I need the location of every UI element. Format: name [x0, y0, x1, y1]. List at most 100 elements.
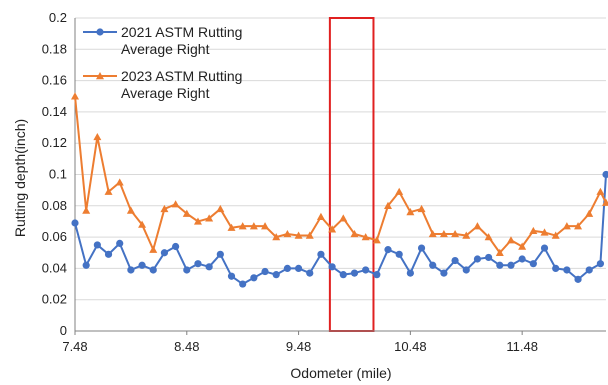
- data-point: [551, 231, 560, 239]
- series-layer: [71, 92, 608, 288]
- data-point: [227, 223, 236, 231]
- data-point: [193, 217, 202, 225]
- data-point: [205, 263, 213, 271]
- data-point: [104, 250, 113, 258]
- y-tick-label: 0.02: [42, 292, 67, 307]
- data-point: [149, 245, 158, 253]
- data-point: [194, 260, 202, 268]
- data-point: [205, 214, 214, 222]
- data-point: [417, 244, 426, 252]
- data-point: [316, 212, 325, 220]
- data-point: [406, 269, 414, 277]
- data-point: [574, 275, 582, 283]
- data-point: [93, 241, 101, 249]
- data-point: [339, 214, 348, 222]
- data-point: [350, 229, 359, 238]
- y-tick-label: 0.16: [42, 73, 67, 88]
- data-point: [529, 260, 537, 268]
- y-tick-label: 0.2: [49, 10, 67, 25]
- data-point: [216, 204, 225, 213]
- data-point: [428, 229, 437, 238]
- legend-entry-1: 2021 ASTM Rutting Average Right: [83, 24, 242, 57]
- data-point: [495, 248, 504, 256]
- data-point: [585, 266, 593, 274]
- data-point: [417, 204, 426, 213]
- data-point: [518, 255, 526, 263]
- data-point: [362, 266, 370, 274]
- data-point: [496, 261, 504, 269]
- y-tick-label: 0.12: [42, 135, 67, 150]
- data-point: [350, 269, 359, 277]
- data-point: [138, 261, 146, 269]
- data-point: [384, 246, 392, 254]
- legend-label: 2021 ASTM Rutting Average Right: [121, 24, 242, 57]
- data-point: [116, 239, 124, 247]
- data-point: [462, 231, 471, 239]
- data-point: [71, 219, 79, 227]
- data-point: [272, 233, 281, 241]
- data-point: [82, 261, 90, 269]
- data-point: [507, 261, 515, 269]
- y-tick-label: 0: [60, 323, 67, 338]
- data-point: [373, 271, 381, 279]
- data-point: [317, 250, 325, 258]
- data-point: [518, 242, 527, 250]
- data-point: [305, 231, 314, 239]
- data-point: [339, 271, 347, 279]
- gridlines: [75, 17, 606, 301]
- data-point: [552, 264, 560, 272]
- data-point: [71, 92, 79, 100]
- data-point: [484, 233, 493, 241]
- data-point: [574, 222, 583, 230]
- data-point: [429, 261, 437, 269]
- data-point: [294, 264, 303, 272]
- data-point: [306, 269, 314, 277]
- data-point: [384, 201, 393, 209]
- data-point: [149, 266, 157, 274]
- data-point: [473, 222, 482, 230]
- data-point: [395, 250, 403, 258]
- data-point: [294, 231, 303, 239]
- data-point: [485, 253, 493, 262]
- data-point: [239, 280, 247, 288]
- x-tick-label: 9.48: [286, 339, 311, 354]
- data-point: [361, 233, 370, 241]
- data-point: [585, 209, 594, 217]
- data-point: [602, 170, 608, 179]
- data-point: [451, 229, 460, 238]
- data-point: [93, 132, 102, 141]
- data-point: [602, 198, 608, 206]
- y-tick-label: 0.14: [42, 104, 67, 119]
- legend-marker: [96, 28, 104, 36]
- data-point: [261, 267, 269, 276]
- tick-labels: 0 0.02 0.04 0.06 0.08 0.1 0.12 0.14 0.16 0.18 0.2 7…: [42, 10, 538, 354]
- data-point: [182, 209, 191, 217]
- data-point: [473, 255, 482, 263]
- data-point: [451, 256, 459, 265]
- data-point: [238, 222, 247, 230]
- x-tick-label: 11.48: [506, 339, 538, 354]
- data-point: [440, 269, 448, 277]
- data-point: [395, 187, 404, 195]
- data-point: [506, 236, 515, 244]
- x-tick-label: 8.48: [174, 339, 199, 354]
- data-point: [439, 229, 448, 238]
- y-tick-label: 0.1: [49, 167, 67, 182]
- data-point: [283, 229, 292, 238]
- data-point: [171, 200, 180, 208]
- y-tick-label: 0.08: [42, 198, 67, 213]
- legend-marker: [96, 72, 104, 80]
- data-point: [172, 242, 180, 251]
- data-point: [82, 206, 91, 214]
- series-2: [71, 92, 608, 256]
- data-point: [104, 187, 113, 195]
- data-point: [216, 250, 224, 258]
- x-tick-label: 10.48: [394, 339, 427, 354]
- data-point: [272, 271, 280, 279]
- data-point: [563, 266, 571, 274]
- legend-label: 2023 ASTM Rutting Average Right: [121, 68, 242, 101]
- y-tick-label: 0.06: [42, 229, 67, 244]
- data-point: [127, 266, 135, 274]
- data-point: [250, 274, 258, 282]
- data-point: [249, 222, 258, 230]
